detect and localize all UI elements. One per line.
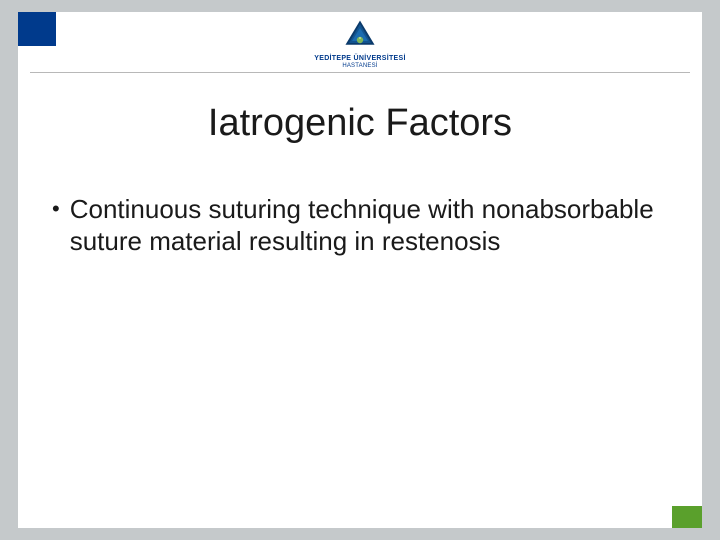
slide-title: Iatrogenic Factors — [18, 102, 702, 145]
bullet-text: Continuous suturing technique with nonab… — [70, 194, 662, 257]
footer-accent-block — [672, 506, 702, 528]
bullet-list: • Continuous suturing technique with non… — [52, 194, 662, 257]
list-item: • Continuous suturing technique with non… — [52, 194, 662, 257]
slide: YEDİTEPE ÜNİVERSİTESİ HASTANESİ Iatrogen… — [18, 12, 702, 528]
header-accent-block — [18, 12, 56, 46]
logo-university-text: YEDİTEPE ÜNİVERSİTESİ — [290, 55, 430, 63]
header-divider — [30, 72, 690, 73]
logo: YEDİTEPE ÜNİVERSİTESİ HASTANESİ — [290, 18, 430, 69]
logo-triangle-icon — [342, 18, 378, 53]
logo-hospital-text: HASTANESİ — [290, 63, 430, 69]
bullet-icon: • — [52, 194, 60, 225]
